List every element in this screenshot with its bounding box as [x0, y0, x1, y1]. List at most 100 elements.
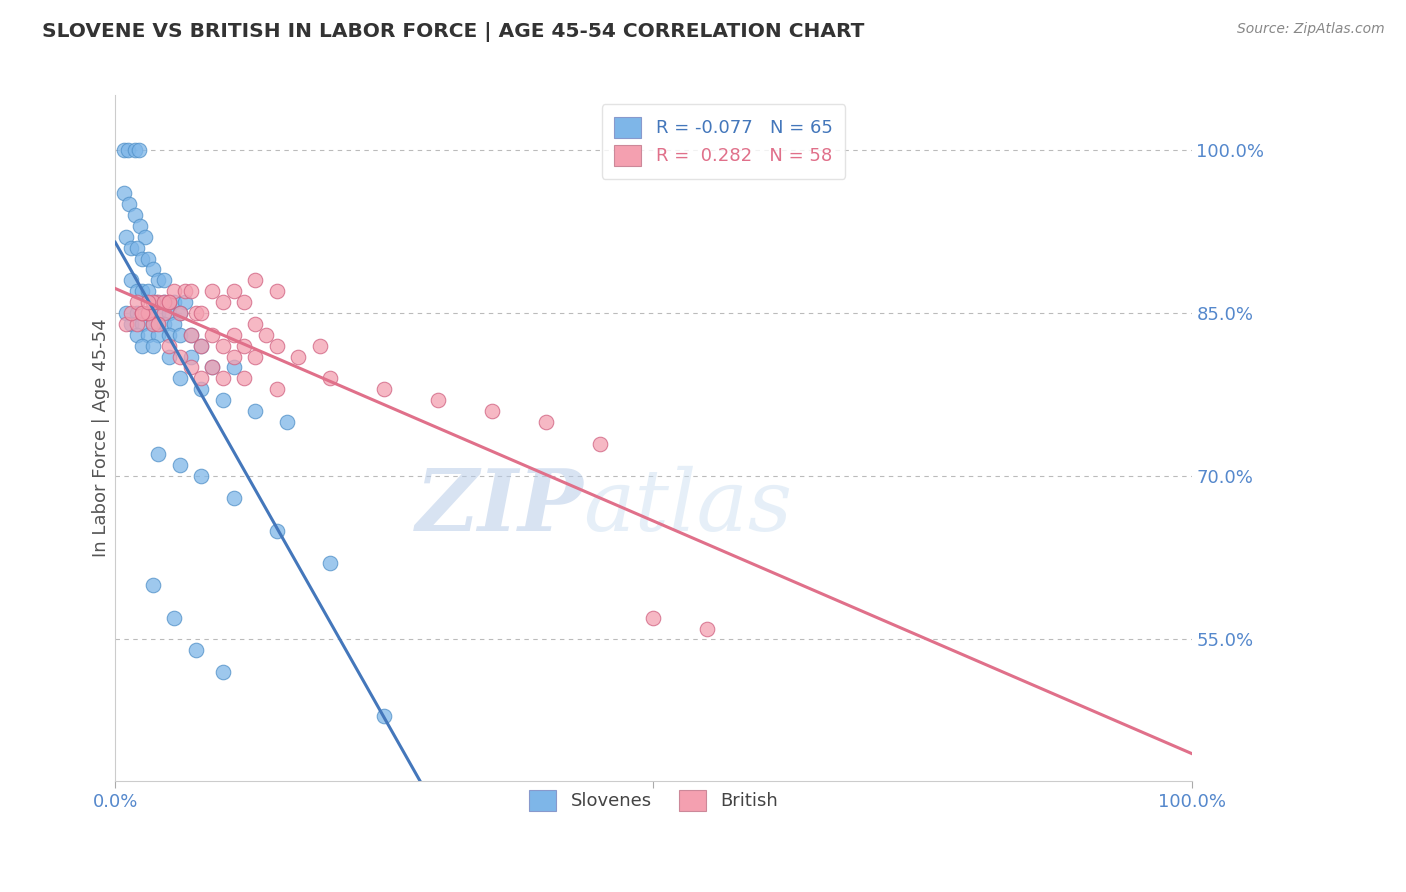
Point: [266, 284, 288, 298]
Point: [222, 284, 245, 298]
Point: [243, 404, 266, 418]
Point: [222, 327, 245, 342]
Point: [222, 360, 245, 375]
Point: [233, 338, 256, 352]
Point: [142, 578, 165, 592]
Point: [124, 208, 146, 222]
Point: [427, 392, 450, 407]
Point: [201, 327, 224, 342]
Point: [131, 306, 153, 320]
Point: [131, 306, 153, 320]
Point: [190, 382, 212, 396]
Point: [201, 360, 224, 375]
Point: [184, 306, 207, 320]
Point: [152, 295, 174, 310]
Point: [125, 306, 148, 320]
Point: [233, 295, 256, 310]
Point: [136, 252, 159, 266]
Point: [134, 229, 156, 244]
Point: [163, 284, 186, 298]
Point: [125, 317, 148, 331]
Point: [142, 338, 165, 352]
Point: [643, 611, 665, 625]
Point: [212, 665, 235, 680]
Point: [120, 241, 142, 255]
Point: [136, 284, 159, 298]
Point: [481, 404, 503, 418]
Point: [190, 338, 212, 352]
Point: [174, 295, 197, 310]
Point: [142, 295, 165, 310]
Point: [142, 317, 165, 331]
Point: [157, 338, 180, 352]
Point: [131, 252, 153, 266]
Point: [148, 295, 170, 310]
Point: [163, 295, 186, 310]
Point: [174, 284, 197, 298]
Point: [243, 317, 266, 331]
Point: [157, 350, 180, 364]
Point: [696, 622, 718, 636]
Point: [319, 557, 342, 571]
Point: [131, 338, 153, 352]
Point: [169, 458, 191, 473]
Point: [190, 371, 212, 385]
Point: [157, 295, 180, 310]
Point: [169, 350, 191, 364]
Point: [125, 295, 148, 310]
Text: SLOVENE VS BRITISH IN LABOR FORCE | AGE 45-54 CORRELATION CHART: SLOVENE VS BRITISH IN LABOR FORCE | AGE …: [42, 22, 865, 42]
Text: ZIP: ZIP: [416, 465, 583, 549]
Point: [157, 327, 180, 342]
Point: [190, 306, 212, 320]
Y-axis label: In Labor Force | Age 45-54: In Labor Force | Age 45-54: [93, 318, 110, 558]
Point: [124, 143, 146, 157]
Point: [125, 327, 148, 342]
Point: [148, 327, 170, 342]
Point: [169, 306, 191, 320]
Point: [180, 327, 202, 342]
Point: [142, 317, 165, 331]
Point: [157, 306, 180, 320]
Point: [212, 338, 235, 352]
Point: [136, 306, 159, 320]
Point: [152, 317, 174, 331]
Point: [190, 469, 212, 483]
Point: [169, 371, 191, 385]
Point: [115, 317, 138, 331]
Point: [266, 524, 288, 538]
Point: [148, 447, 170, 461]
Point: [184, 643, 207, 657]
Point: [222, 491, 245, 505]
Point: [115, 306, 138, 320]
Point: [588, 436, 610, 450]
Point: [152, 306, 174, 320]
Point: [142, 262, 165, 277]
Point: [117, 143, 139, 157]
Point: [534, 415, 557, 429]
Point: [201, 360, 224, 375]
Point: [373, 382, 395, 396]
Point: [115, 229, 138, 244]
Point: [131, 317, 153, 331]
Point: [276, 415, 298, 429]
Point: [319, 371, 342, 385]
Point: [243, 350, 266, 364]
Point: [201, 284, 224, 298]
Point: [180, 350, 202, 364]
Point: [120, 273, 142, 287]
Point: [212, 371, 235, 385]
Point: [131, 284, 153, 298]
Point: [129, 219, 152, 233]
Point: [136, 306, 159, 320]
Point: [120, 306, 142, 320]
Point: [169, 327, 191, 342]
Text: Source: ZipAtlas.com: Source: ZipAtlas.com: [1237, 22, 1385, 37]
Point: [163, 317, 186, 331]
Point: [222, 350, 245, 364]
Point: [233, 371, 256, 385]
Point: [112, 143, 135, 157]
Point: [148, 317, 170, 331]
Legend: Slovenes, British: Slovenes, British: [516, 777, 790, 823]
Point: [152, 273, 174, 287]
Point: [180, 327, 202, 342]
